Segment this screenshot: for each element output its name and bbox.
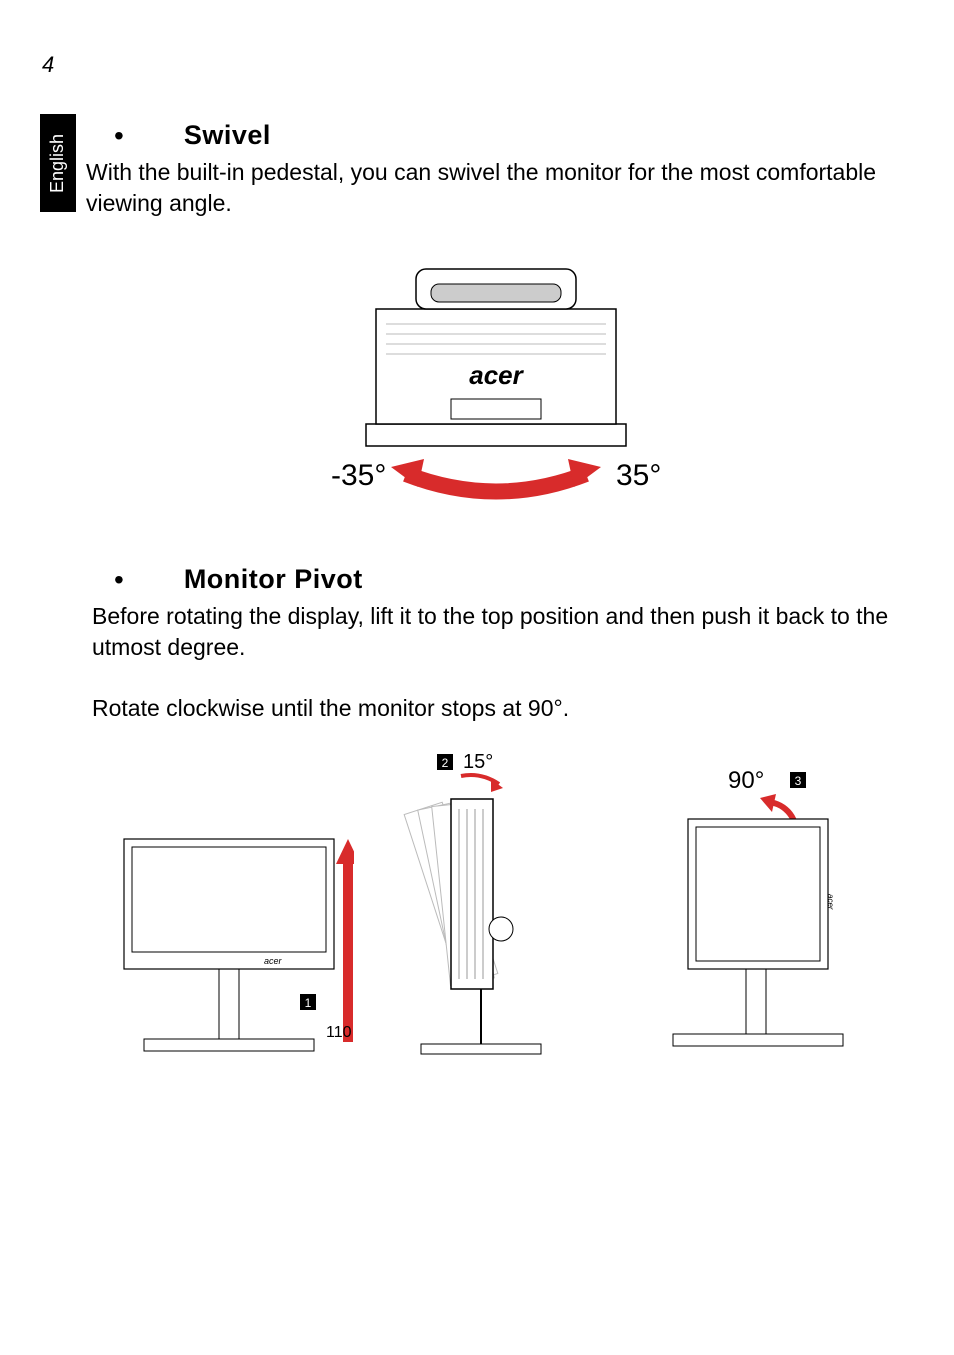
page-content: • Swivel With the built-in pedestal, you… [86, 120, 906, 1069]
swivel-heading-row: • Swivel [86, 120, 906, 151]
pivot-body-2: Rotate clockwise until the monitor stops… [92, 693, 906, 724]
language-tab-label: English [48, 133, 69, 192]
pivot-heading-row: • Monitor Pivot [86, 564, 906, 595]
bullet-icon: • [114, 122, 124, 150]
brand-text: acer [469, 360, 524, 390]
swivel-title: Swivel [184, 120, 271, 151]
step2-angle: 15° [463, 754, 493, 773]
step2-badge: 2 [442, 756, 449, 770]
pivot-step2-panel: 2 15° [391, 754, 591, 1069]
pivot-step1-panel: acer 1 110 mm [104, 784, 354, 1069]
swivel-right-angle: 35° [616, 459, 661, 492]
svg-text:acer: acer [264, 956, 283, 966]
swivel-body: With the built-in pedestal, you can swiv… [86, 157, 906, 219]
page-number: 4 [42, 52, 54, 78]
swivel-monitor-svg: acer -35° 35° [276, 249, 716, 509]
svg-text:acer: acer [826, 894, 835, 910]
step3-badge: 3 [794, 774, 801, 788]
pivot-step2-svg: 2 15° [391, 754, 591, 1064]
step3-angle: 90° [728, 767, 764, 794]
bullet-icon: • [114, 566, 124, 594]
pivot-title: Monitor Pivot [184, 564, 363, 595]
pivot-step3-svg: 90° 3 acer [628, 764, 888, 1064]
pivot-step1-svg: acer 1 110 mm [104, 784, 354, 1064]
pivot-diagrams: acer 1 110 mm 2 15° [86, 754, 906, 1069]
step1-badge: 1 [305, 996, 312, 1010]
pivot-body-1: Before rotating the display, lift it to … [92, 601, 906, 663]
step1-measure: 110 [326, 1024, 352, 1041]
swivel-left-angle: -35° [331, 459, 386, 492]
swivel-diagram: acer -35° 35° [86, 249, 906, 514]
pivot-step3-panel: 90° 3 acer [628, 764, 888, 1069]
language-tab: English [40, 114, 76, 212]
